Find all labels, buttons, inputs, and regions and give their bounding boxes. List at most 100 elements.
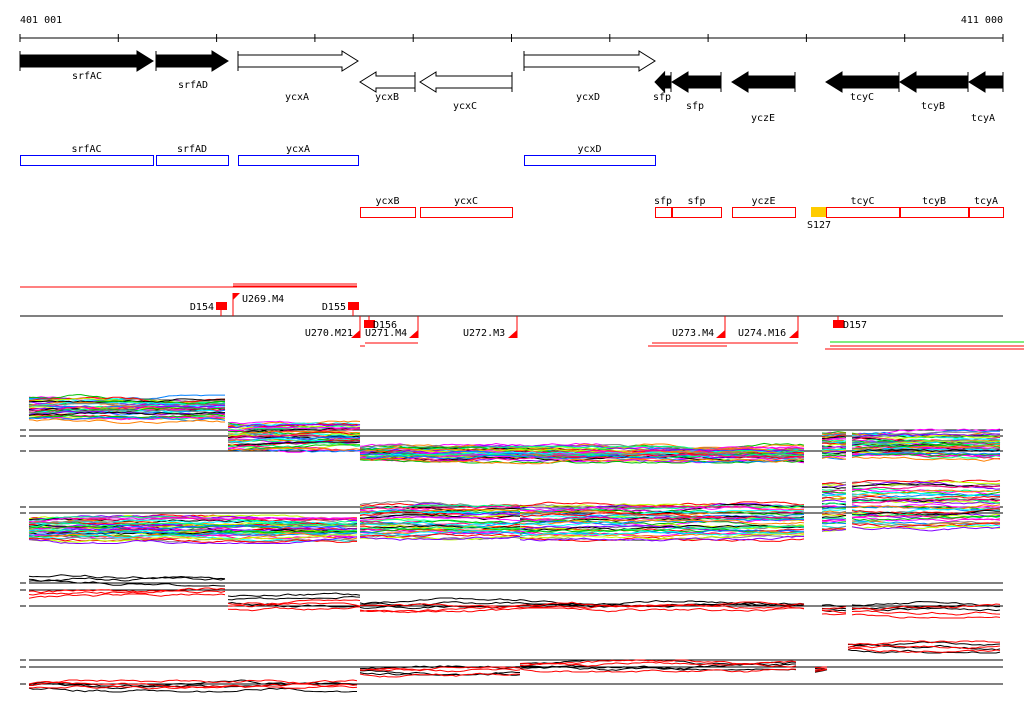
gene-arrow-icon[interactable] [731,71,796,93]
reverse-box-label: ycxC [454,196,478,207]
reverse-box[interactable] [420,207,513,218]
feature-label: U270.M21 [305,328,353,339]
signal-series [847,647,1001,654]
signal-series [28,402,226,409]
s127-marker[interactable] [811,207,826,217]
gene-arrow-icon[interactable] [825,71,900,93]
gene-ycxB[interactable]: ycxB [359,71,416,103]
feature-D154[interactable]: D154 [190,302,227,316]
signal-series [821,517,847,520]
reverse-box[interactable] [655,207,672,218]
reverse-box[interactable] [360,207,416,218]
signal-series [519,519,805,526]
feature-U274.M16[interactable]: U274.M16 [738,316,799,339]
reverse-box-track: ycxB ycxC sfp sfp yczE tcyC tcyB tcyA [360,196,1004,218]
reverse-box-label: sfp [687,196,705,207]
gene-arrow-icon[interactable] [419,71,513,93]
reverse-box[interactable] [732,207,796,218]
gene-label: tcyA [971,113,995,124]
signal-series [359,519,521,525]
reverse-box[interactable] [900,207,969,218]
feature-triangle-icon[interactable] [508,330,517,338]
feature-box-icon[interactable] [364,320,375,328]
signal-series [821,508,847,512]
signal-series [519,535,805,542]
signal-series [821,613,847,616]
signal-series [519,524,805,532]
feature-flag-icon[interactable] [233,293,240,300]
feature-label: U269.M4 [242,294,284,305]
feature-D156[interactable]: D156 [364,316,397,331]
signal-series [851,505,1001,512]
feature-U269.M4[interactable]: U269.M4 [232,293,284,316]
gene-arrow-icon[interactable] [237,50,359,72]
gene-tcyB[interactable]: tcyB [899,71,969,112]
gene-ycxC[interactable]: ycxC [419,71,513,112]
forward-box-track: srfAC srfAD ycxA ycxD [20,144,656,166]
signal-series [821,510,847,515]
signal-series [28,404,226,412]
signal-series [227,606,361,612]
gene-arrow-icon[interactable] [523,50,656,72]
feature-triangle-icon[interactable] [789,330,798,338]
gene-arrow-icon[interactable] [155,50,229,72]
feature-triangle-icon[interactable] [716,330,725,338]
gene-sfp[interactable]: sfp [653,70,672,103]
signal-series [360,607,805,613]
feature-U271.M4[interactable]: U271.M4 [365,316,419,339]
feature-U270.M21[interactable]: U270.M21 [305,316,361,339]
signal-panel-3 [20,574,1003,619]
forward-box[interactable] [20,155,154,166]
reverse-box[interactable] [826,207,900,218]
gene-arrow-icon[interactable] [654,70,672,94]
reverse-box[interactable] [672,207,722,218]
feature-U273.M4[interactable]: U273.M4 [672,316,726,339]
reverse-box[interactable] [969,207,1004,218]
gene-label: tcyC [850,92,874,103]
forward-box[interactable] [238,155,359,166]
gene-ycxA[interactable]: ycxA [237,50,359,103]
signal-series [359,601,805,608]
gene-arrow-icon[interactable] [359,71,416,93]
gene-arrow-icon[interactable] [671,71,722,93]
feature-label: D156 [373,320,397,331]
gene-arrow-icon[interactable] [899,71,969,93]
signal-series [821,454,847,457]
signal-series [227,446,361,451]
feature-D157[interactable]: D157 [833,316,867,331]
gene-yczE[interactable]: yczE [731,71,796,124]
signal-series [851,603,1001,611]
signal-series [851,600,1001,608]
gene-arrow-icon[interactable] [968,71,1004,93]
special-feature[interactable]: S127 [807,207,831,231]
gene-sfp[interactable]: sfp [671,71,722,112]
gene-srfAD[interactable]: srfAD [155,50,229,91]
signal-series [359,521,521,528]
gene-arrow-icon[interactable] [19,50,154,72]
ruler-start-label: 401 001 [20,15,62,26]
regulatory-track: D154 U269.M4 D155 D156 U270.M21 U271.M4 U272.M… [20,283,1024,350]
feature-box-icon[interactable] [216,302,227,310]
gene-tcyC[interactable]: tcyC [825,71,900,103]
feature-triangle-icon[interactable] [351,330,360,338]
feature-D155[interactable]: D155 [322,302,359,316]
signal-series [851,447,1001,453]
gene-label: ycxD [576,92,600,103]
feature-box-icon[interactable] [833,320,844,328]
forward-box-label: ycxD [577,144,601,155]
gene-tcyA[interactable]: tcyA [968,71,1004,124]
reverse-box-label: tcyB [922,196,946,207]
gene-label: srfAC [72,71,102,82]
feature-triangle-icon[interactable] [409,330,418,338]
signal-series [821,528,847,532]
feature-U272.M3[interactable]: U272.M3 [463,316,518,339]
signal-series [821,519,846,523]
feature-box-icon[interactable] [348,302,359,310]
signal-series [359,454,805,464]
gene-ycxD[interactable]: ycxD [523,50,656,103]
forward-box[interactable] [524,155,656,166]
forward-box[interactable] [156,155,229,166]
gene-srfAC[interactable]: srfAC [19,50,154,82]
feature-label: U272.M3 [463,328,505,339]
